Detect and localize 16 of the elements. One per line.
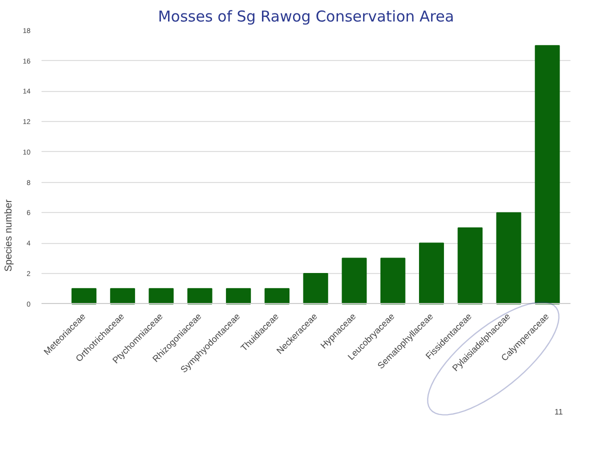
- bar: [534, 45, 560, 304]
- bar: [458, 227, 483, 304]
- bar: [187, 288, 212, 304]
- bar: [264, 288, 290, 304]
- bar: [226, 288, 251, 304]
- y-axis-title: Species number: [4, 198, 15, 272]
- text: 11: [554, 408, 564, 417]
- chart-title: Mosses of Sg Rawog Conservation Area: [158, 8, 454, 26]
- bar: [419, 242, 444, 304]
- bar: [110, 288, 136, 304]
- bar: [496, 212, 522, 304]
- bar: [342, 258, 367, 304]
- bar: [303, 272, 328, 304]
- bar: [72, 288, 96, 304]
- bar: [148, 288, 174, 304]
- bar: [380, 258, 406, 304]
